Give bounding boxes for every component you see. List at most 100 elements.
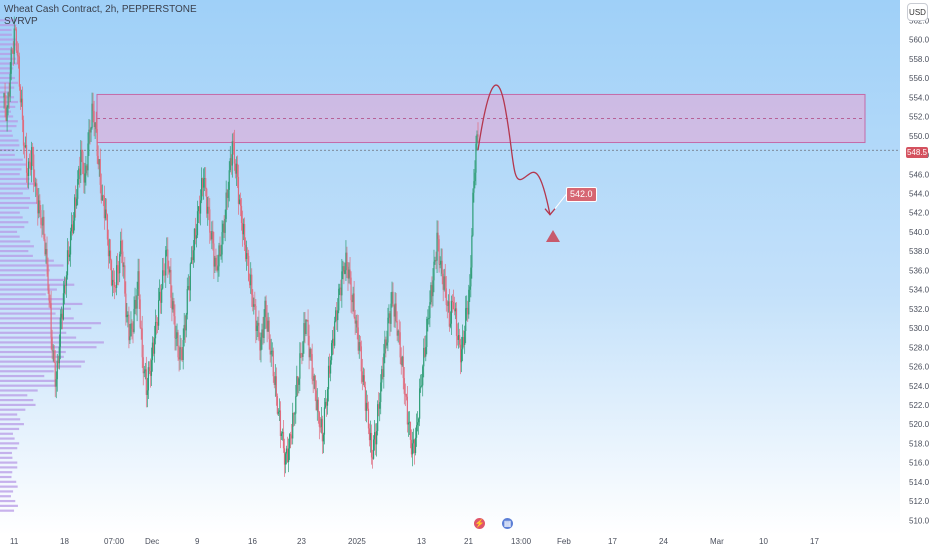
- candle-body: [130, 323, 132, 337]
- candle-body: [165, 250, 167, 276]
- candle-body: [448, 301, 450, 327]
- candle-body: [17, 55, 19, 57]
- current-price-tag: 548.5: [906, 147, 928, 158]
- candle-body: [105, 209, 107, 215]
- candle-body: [296, 376, 298, 397]
- candle-body: [187, 286, 189, 289]
- candle-body: [126, 314, 128, 318]
- candle-body: [120, 240, 122, 255]
- candle-body: [19, 86, 22, 103]
- candle-body: [445, 288, 447, 305]
- candle-body: [319, 426, 321, 428]
- candle-body: [306, 319, 308, 321]
- candle-body: [371, 457, 374, 459]
- volume-profile-bar: [0, 249, 29, 253]
- candle-body: [66, 250, 69, 276]
- candle-body: [87, 143, 89, 171]
- candle-body: [3, 93, 5, 98]
- candle-body: [100, 184, 102, 201]
- candle-body: [439, 264, 441, 266]
- candle-body: [183, 324, 185, 340]
- candle-body: [56, 360, 58, 380]
- candle-body: [52, 350, 54, 352]
- volume-profile-bar: [0, 293, 46, 296]
- candle-body: [156, 322, 159, 326]
- y-tick-label: 530.0: [909, 324, 930, 333]
- candle-body: [146, 390, 148, 395]
- flash-event-icon[interactable]: ⚡: [474, 518, 485, 529]
- candle-body: [295, 396, 297, 414]
- candle-body: [245, 244, 247, 260]
- candle-body: [10, 49, 12, 74]
- volume-profile-bar: [0, 245, 34, 248]
- candle-body: [447, 301, 449, 306]
- candle-body: [49, 300, 51, 304]
- candle-body: [229, 158, 231, 171]
- candle-body: [351, 300, 353, 303]
- candle-body: [230, 158, 232, 166]
- candle-body: [254, 304, 256, 306]
- candle-body: [357, 327, 359, 351]
- candle-body: [214, 257, 216, 267]
- candle-body: [129, 336, 131, 341]
- candle-body: [415, 425, 418, 438]
- x-tick-label: Dec: [145, 537, 159, 546]
- candle-body: [327, 365, 330, 390]
- candle-body: [446, 304, 448, 306]
- y-tick-label: 522.0: [909, 401, 930, 410]
- candle-body: [57, 360, 59, 364]
- candle-body: [299, 353, 301, 379]
- volume-profile-bar: [0, 317, 74, 320]
- candle-body: [421, 385, 423, 387]
- candle-body: [32, 147, 34, 155]
- candle-body: [422, 366, 424, 386]
- candle-body: [477, 134, 479, 137]
- candle-body: [51, 337, 53, 351]
- candle-body: [367, 408, 370, 429]
- candle-body: [255, 305, 257, 331]
- candle-body: [243, 224, 246, 245]
- candle-body: [36, 183, 38, 196]
- volume-profile-bar: [0, 62, 18, 65]
- volume-profile-bar: [0, 384, 57, 387]
- candle-body: [364, 386, 366, 411]
- candle-body: [350, 277, 352, 301]
- candle-body: [291, 435, 293, 439]
- candle-body: [465, 308, 467, 332]
- volume-profile-bar: [0, 442, 20, 445]
- candle-body: [218, 245, 220, 267]
- candle-body: [472, 192, 474, 236]
- candle-body: [143, 371, 145, 374]
- flag-event-icon[interactable]: ▦: [502, 518, 513, 529]
- candle-body: [383, 353, 385, 377]
- chart-legend: Wheat Cash Contract, 2h, PEPPERSTONE SVR…: [4, 4, 197, 28]
- candle-body: [274, 376, 276, 385]
- candle-body: [168, 268, 170, 273]
- candle-body: [374, 432, 376, 440]
- candle-body: [388, 313, 390, 318]
- candle-body: [6, 107, 8, 122]
- candle-body: [145, 369, 147, 395]
- candle-body: [339, 287, 341, 289]
- candle-body: [128, 314, 130, 341]
- candle-body: [110, 260, 113, 286]
- candle-body: [155, 321, 158, 323]
- projection-path: [477, 84, 551, 215]
- candle-body: [59, 317, 61, 347]
- volume-profile-bar: [0, 76, 16, 80]
- candle-body: [77, 179, 79, 199]
- candle-body: [286, 448, 289, 463]
- currency-button[interactable]: USD: [907, 3, 928, 21]
- y-tick-label: 514.0: [909, 478, 930, 487]
- volume-profile-bar: [0, 153, 15, 157]
- candle-body: [380, 382, 382, 403]
- candle-body: [272, 350, 274, 377]
- candle-body: [225, 192, 227, 219]
- candle-body: [258, 322, 260, 340]
- volume-profile-bar: [0, 312, 56, 315]
- candle-body: [151, 342, 154, 361]
- candle-body: [172, 301, 174, 310]
- candle-body: [175, 338, 177, 339]
- candle-body: [476, 134, 478, 144]
